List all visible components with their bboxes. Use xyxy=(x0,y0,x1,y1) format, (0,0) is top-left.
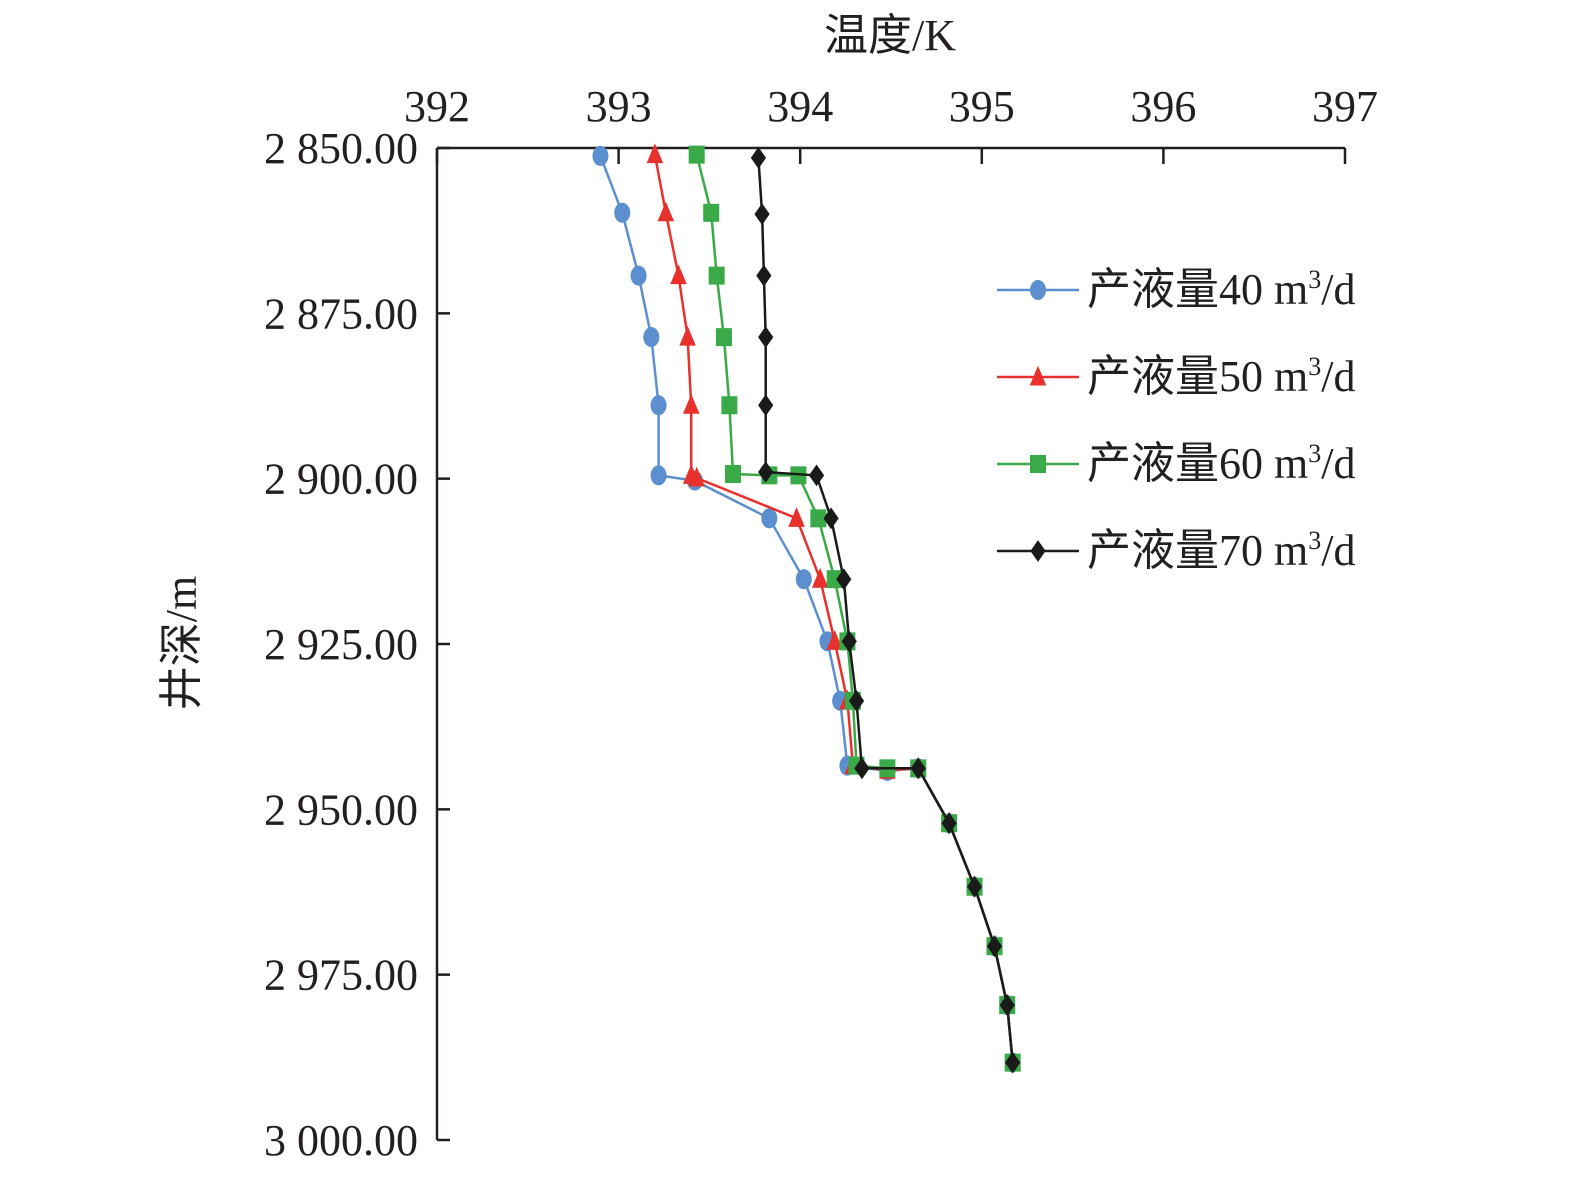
legend-item: 产液量70 m3/d xyxy=(997,526,1355,575)
data-point xyxy=(614,202,631,223)
series-4 xyxy=(750,147,1021,1074)
legend-label-unit: /d xyxy=(1321,526,1355,575)
data-point xyxy=(910,757,926,780)
data-point xyxy=(836,568,852,591)
data-point xyxy=(758,326,774,349)
x-tick-label: 394 xyxy=(767,82,833,131)
x-tick-label: 397 xyxy=(1312,82,1378,131)
legend-swatch-marker xyxy=(1030,540,1046,562)
legend-label-unit: /d xyxy=(1321,439,1355,488)
legend-label-superscript: 3 xyxy=(1308,526,1321,555)
data-point xyxy=(688,466,705,487)
data-point xyxy=(986,935,1003,958)
data-point xyxy=(758,461,774,483)
series-3 xyxy=(688,145,1021,1072)
data-point xyxy=(650,465,667,486)
plot-area xyxy=(592,143,1021,1074)
data-point xyxy=(823,507,839,530)
data-point xyxy=(795,569,812,590)
data-point xyxy=(715,328,732,347)
y-tick-label: 3 000.00 xyxy=(264,1116,418,1165)
data-point xyxy=(708,266,725,285)
y-axis-title: 井深/m xyxy=(157,576,206,710)
legend-label-superscript: 3 xyxy=(1308,265,1321,294)
legend-label-main: 产液量60 m xyxy=(1087,439,1308,488)
x-tick-label: 396 xyxy=(1130,82,1196,131)
data-point xyxy=(754,203,770,226)
data-point xyxy=(592,145,609,166)
legend-item: 产液量60 m3/d xyxy=(997,439,1355,488)
legend-label-main: 产液量70 m xyxy=(1087,526,1308,575)
data-point xyxy=(688,145,705,164)
data-point xyxy=(811,567,829,588)
y-tick-label: 2 925.00 xyxy=(264,620,418,669)
legend-label: 产液量70 m3/d xyxy=(1087,526,1355,575)
data-point xyxy=(808,464,825,487)
y-tick-label: 2 900.00 xyxy=(264,455,418,504)
data-point xyxy=(1005,1051,1021,1074)
data-point xyxy=(854,757,870,780)
legend-label: 产液量60 m3/d xyxy=(1087,439,1355,488)
data-point xyxy=(758,394,774,417)
data-point xyxy=(756,264,772,287)
series-line xyxy=(695,154,1014,1063)
x-axis-ticks: 392 393 394 395 396 397 xyxy=(404,82,1378,164)
legend-swatch-marker xyxy=(1029,365,1047,386)
x-tick-label: 393 xyxy=(586,82,652,131)
data-point xyxy=(761,508,778,529)
legend-label-main: 产液量50 m xyxy=(1087,352,1308,401)
legend-swatch-marker xyxy=(1030,455,1046,473)
data-point xyxy=(848,690,865,712)
data-point xyxy=(966,875,983,898)
data-point xyxy=(703,203,720,222)
legend-label-unit: /d xyxy=(1321,352,1355,401)
legend-item: 产液量50 m3/d xyxy=(997,352,1355,401)
legend-label-main: 产液量40 m xyxy=(1087,265,1308,314)
series-line xyxy=(757,157,1014,1063)
data-point xyxy=(657,201,675,222)
x-tick-label: 395 xyxy=(949,82,1015,131)
x-axis-title: 温度/K xyxy=(824,11,956,60)
y-tick-label: 2 950.00 xyxy=(264,785,418,834)
data-point xyxy=(999,994,1015,1016)
legend-swatch-marker xyxy=(1030,280,1046,300)
series-line xyxy=(653,154,1014,1063)
legend-label-superscript: 3 xyxy=(1308,439,1321,468)
data-point xyxy=(679,325,696,346)
y-tick-label: 2 875.00 xyxy=(264,289,418,338)
data-point xyxy=(941,812,957,835)
series-1 xyxy=(592,145,1021,1073)
data-point xyxy=(682,393,700,414)
series-line xyxy=(599,155,1014,1063)
data-point xyxy=(643,327,660,348)
x-tick-label: 392 xyxy=(404,82,470,131)
data-point xyxy=(630,265,647,286)
data-point xyxy=(670,264,687,285)
data-point xyxy=(725,465,742,484)
legend-label: 产液量40 m3/d xyxy=(1087,265,1355,314)
data-point xyxy=(788,507,805,527)
data-point xyxy=(721,396,738,415)
y-axis-ticks: 2 850.00 2 875.00 2 900.00 2 925.00 2 950.00… xyxy=(264,124,450,1165)
data-point xyxy=(646,143,664,164)
data-point xyxy=(650,395,667,416)
legend-item: 产液量40 m3/d xyxy=(997,265,1355,314)
data-point xyxy=(750,147,767,169)
y-tick-label: 2 850.00 xyxy=(264,124,418,173)
series-2 xyxy=(646,143,1021,1072)
legend-label-superscript: 3 xyxy=(1308,352,1321,381)
legend-label: 产液量50 m3/d xyxy=(1087,352,1355,401)
legend-label-unit: /d xyxy=(1321,265,1355,314)
y-tick-label: 2 975.00 xyxy=(264,951,418,1000)
data-point xyxy=(826,630,843,650)
data-point xyxy=(841,630,857,653)
